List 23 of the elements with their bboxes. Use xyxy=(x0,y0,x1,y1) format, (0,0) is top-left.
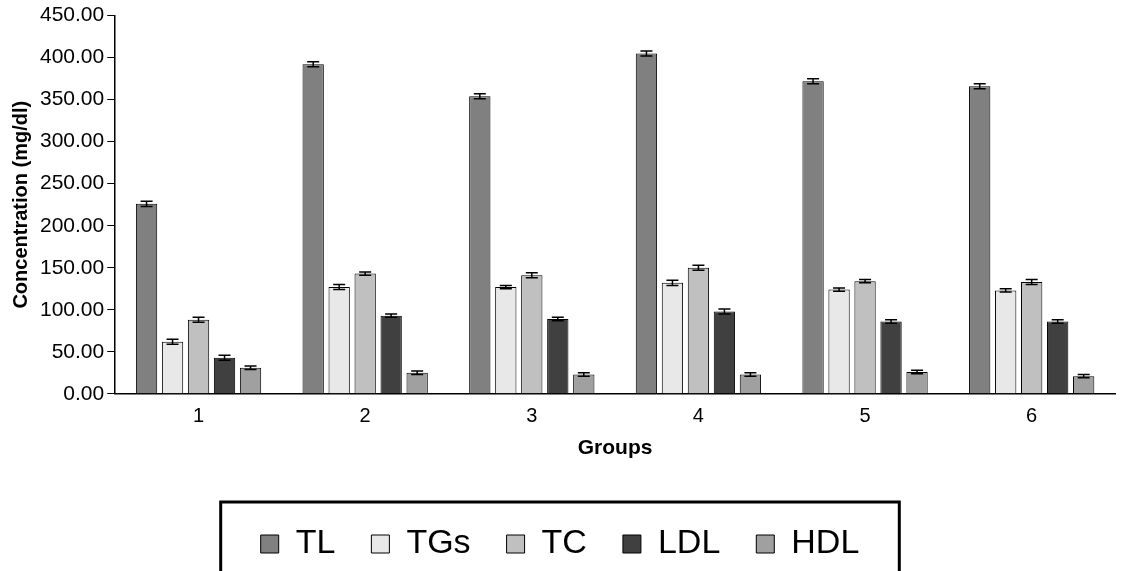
y-axis-title: Concentration (mg/dl) xyxy=(8,100,31,309)
y-tick-label: 100.00 xyxy=(40,296,105,320)
y-tick-label: 50.00 xyxy=(51,338,105,362)
x-tick-label: 4 xyxy=(692,404,704,427)
y-tick-label: 350.00 xyxy=(40,86,105,110)
y-tick-label: 200.00 xyxy=(40,212,105,236)
x-tick-label: 2 xyxy=(359,404,371,427)
y-tick-label: 300.00 xyxy=(40,128,105,152)
legend-label: TC xyxy=(541,522,587,561)
x-tick-label: 1 xyxy=(192,404,205,427)
legend-label: HDL xyxy=(791,522,860,561)
x-tick-label: 6 xyxy=(1026,404,1038,427)
x-axis-title: Groups xyxy=(577,435,653,459)
x-tick-label: 5 xyxy=(859,404,871,427)
y-tick-label: 400.00 xyxy=(40,44,105,68)
y-tick-label: 450.00 xyxy=(40,2,105,26)
y-tick-label: 0.00 xyxy=(63,380,105,404)
legend-label: LDL xyxy=(657,522,721,561)
x-tick-label: 3 xyxy=(526,404,538,427)
y-tick-label: 150.00 xyxy=(40,254,105,278)
legend-label: TL xyxy=(295,522,336,561)
legend-label: TGs xyxy=(406,522,471,561)
y-tick-label: 250.00 xyxy=(40,170,105,194)
